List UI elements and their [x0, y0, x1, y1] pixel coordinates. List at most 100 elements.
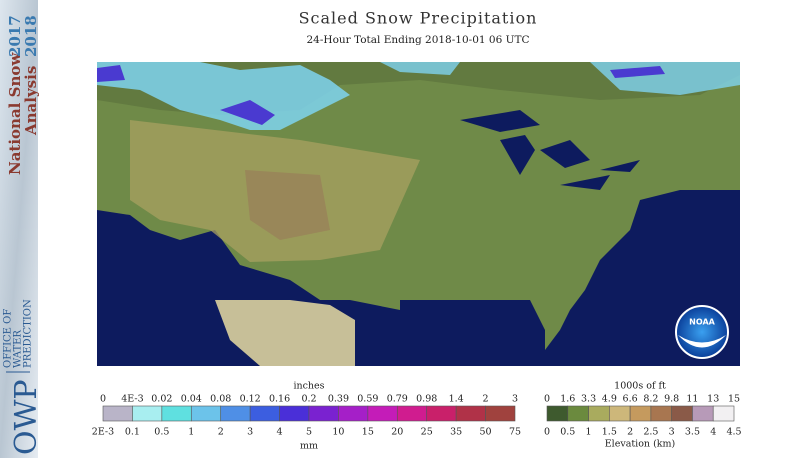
- legend-label: 0: [100, 394, 106, 405]
- mountains: [245, 170, 330, 240]
- legend-swatch: [426, 405, 457, 422]
- legend-label: 3.3: [581, 394, 596, 405]
- legend-label: 13: [707, 394, 719, 405]
- legend-swatch: [546, 405, 569, 422]
- snow-area: [97, 62, 350, 130]
- legend-label: 2: [627, 427, 633, 438]
- legend-label: 1.5: [602, 427, 617, 438]
- legend-label: 2.5: [643, 427, 658, 438]
- legend-label: 3: [512, 394, 518, 405]
- legend-label: 0.08: [210, 394, 231, 405]
- legend-swatch: [629, 405, 652, 422]
- legend-label: 3: [669, 427, 675, 438]
- legend-swatch: [220, 405, 251, 422]
- legend-label: 1: [188, 427, 194, 438]
- snow-heavy: [97, 65, 275, 125]
- legend-swatch: [161, 405, 192, 422]
- legend-swatch: [249, 405, 280, 422]
- gulf: [400, 300, 545, 366]
- org-line: OFFICE OF: [3, 309, 14, 368]
- legend-swatch: [396, 405, 428, 422]
- legend-label: 1.6: [560, 394, 575, 405]
- legend-label: 5: [306, 427, 312, 438]
- legend-label: 2E-3: [92, 427, 114, 438]
- legend-swatch: [692, 405, 714, 422]
- legend-swatch: [671, 405, 693, 422]
- legend-label: 0.39: [328, 394, 349, 405]
- legend-label: 9.8: [664, 394, 679, 405]
- legend-label: 0.98: [416, 394, 437, 405]
- legend-label: 15: [728, 394, 740, 405]
- noaa-text: NOAA: [689, 318, 715, 327]
- legend-label: 0.5: [154, 427, 169, 438]
- legend-swatch: [485, 405, 516, 422]
- sidebar: [0, 0, 38, 458]
- legend-label: 11: [686, 394, 698, 405]
- snow-heavy: [610, 66, 665, 78]
- legend-label: 4.5: [726, 427, 741, 438]
- legend-swatch: [712, 405, 735, 422]
- legend-label: 6.6: [623, 394, 638, 405]
- owp-logo: OWP: [9, 379, 44, 455]
- legend-swatch: [588, 405, 610, 422]
- legend-swatch: [308, 405, 339, 422]
- legend-label: 0.2: [301, 394, 316, 405]
- legend-label: 4.9: [602, 394, 617, 405]
- mexico: [215, 300, 355, 366]
- legend-swatch: [650, 405, 672, 422]
- sidebar-line1: National Snow: [6, 52, 24, 175]
- org-line: WATER: [13, 330, 24, 368]
- legend-swatch: [132, 405, 163, 422]
- legend-label: 1.4: [449, 394, 464, 405]
- legend-label: 3.5: [685, 427, 700, 438]
- legend-swatch: [190, 405, 222, 422]
- org-line: PREDICTION: [23, 299, 34, 368]
- legend-label: 0.59: [357, 394, 378, 405]
- legend-label: 50: [480, 427, 492, 438]
- legend-label: 35: [450, 427, 462, 438]
- legend-unit: 1000s of ft: [614, 381, 666, 392]
- legend-swatch: [455, 405, 486, 422]
- legends: 0 4E-3 0.02 0.04 0.08 0.12 0.16 0.2 0.39 0.59 0.79…: [92, 394, 742, 438]
- title: Scaled Snow Precipitation: [299, 9, 538, 28]
- legend-label: 2: [483, 394, 489, 405]
- legend-label: 4: [277, 427, 283, 438]
- sidebar-year1: 2017: [6, 15, 24, 57]
- noaa-logo: [675, 305, 729, 359]
- legend-swatch: [279, 405, 310, 422]
- legend-unit: mm: [300, 441, 318, 452]
- legend-swatch: [102, 405, 133, 422]
- sidebar-line2: Analysis: [22, 66, 40, 136]
- legend-label: 75: [509, 427, 521, 438]
- map: NOAA: [97, 62, 740, 366]
- sidebar-title: National Snow 2017: [6, 15, 24, 175]
- legend-swatch: [367, 405, 398, 422]
- legend-unit: inches: [293, 381, 324, 392]
- legend-swatch: [609, 405, 631, 422]
- legend-unit: Elevation (km): [605, 439, 676, 450]
- legend-label: 3: [247, 427, 253, 438]
- legend-label: 0.02: [151, 394, 172, 405]
- legend-label: 25: [421, 427, 433, 438]
- sidebar-year2: 2018: [22, 15, 40, 57]
- legend-label: 0.1: [125, 427, 140, 438]
- legend-label: 0.04: [181, 394, 202, 405]
- legend-label: 4E-3: [121, 394, 143, 405]
- legend-label: 2: [218, 427, 224, 438]
- legend-label: 0.5: [560, 427, 575, 438]
- legend-label: 8.2: [643, 394, 658, 405]
- sidebar-subtitle: Analysis 2018: [22, 15, 40, 136]
- legend-label: 20: [391, 427, 403, 438]
- legend-label: 15: [362, 427, 374, 438]
- legend-label: 4: [710, 427, 716, 438]
- legend-label: 0.79: [387, 394, 408, 405]
- legend-label: 10: [332, 427, 344, 438]
- legend-label: 0.16: [269, 394, 290, 405]
- legend-swatch: [338, 405, 369, 422]
- subtitle: 24-Hour Total Ending 2018-10-01 06 UTC: [307, 34, 530, 46]
- legend-label: 0.12: [240, 394, 261, 405]
- legend-label: 0: [544, 427, 550, 438]
- legend-swatch: [567, 405, 589, 422]
- noaa-gull: [678, 335, 726, 348]
